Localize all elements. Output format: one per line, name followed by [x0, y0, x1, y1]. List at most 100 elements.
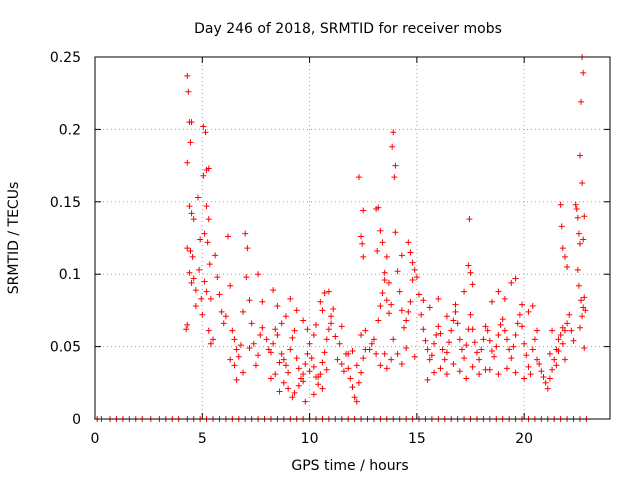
- data-point: [334, 356, 341, 363]
- data-point: [383, 253, 390, 260]
- data-point: [315, 374, 322, 381]
- data-point: [319, 359, 326, 366]
- data-point: [407, 298, 414, 305]
- data-point: [313, 321, 320, 328]
- data-point: [203, 203, 210, 210]
- data-point: [508, 355, 515, 362]
- data-point: [383, 365, 390, 372]
- data-point: [242, 230, 249, 237]
- axis-ticks: 0 5 10 15 20 0 0.05 0.1 0.15 0.2 0.25: [50, 50, 610, 447]
- data-point: [398, 252, 405, 259]
- data-point: [506, 346, 513, 353]
- data-point: [255, 352, 262, 359]
- data-point: [579, 313, 586, 320]
- data-point: [407, 249, 414, 256]
- data-point: [192, 303, 199, 310]
- data-point: [368, 340, 375, 347]
- data-points: [94, 54, 590, 422]
- data-point: [476, 356, 483, 363]
- data-point: [233, 346, 240, 353]
- data-point: [510, 343, 517, 350]
- data-point: [431, 369, 438, 376]
- data-point: [360, 253, 367, 260]
- data-point: [391, 174, 398, 181]
- data-point: [405, 308, 412, 315]
- data-point: [420, 326, 427, 333]
- data-point: [519, 323, 526, 330]
- data-point: [559, 324, 566, 331]
- data-point: [396, 288, 403, 295]
- data-point: [190, 275, 197, 282]
- data-point: [276, 359, 283, 366]
- data-point: [538, 368, 545, 375]
- data-point: [291, 389, 298, 396]
- data-point: [469, 281, 476, 288]
- y-tick-label: 0.15: [50, 195, 81, 211]
- data-point: [381, 350, 388, 357]
- data-point: [212, 252, 219, 259]
- data-point: [516, 311, 523, 318]
- data-point: [546, 350, 553, 357]
- data-point: [310, 332, 317, 339]
- data-point: [576, 240, 583, 247]
- data-point: [551, 356, 558, 363]
- data-point: [330, 305, 337, 312]
- data-point: [450, 360, 457, 367]
- data-point: [558, 223, 565, 230]
- data-point: [332, 333, 339, 340]
- data-point: [521, 375, 528, 382]
- data-point: [508, 279, 515, 286]
- plot-frame: [94, 56, 611, 420]
- data-point: [285, 369, 292, 376]
- data-point: [186, 203, 193, 210]
- data-point: [204, 239, 211, 246]
- data-point: [293, 307, 300, 314]
- data-point: [499, 316, 506, 323]
- data-point: [461, 355, 468, 362]
- data-point: [466, 216, 473, 223]
- data-point: [390, 129, 397, 136]
- data-point: [293, 355, 300, 362]
- data-point: [564, 320, 571, 327]
- data-point: [381, 269, 388, 276]
- data-point: [385, 279, 392, 286]
- data-point: [504, 365, 510, 372]
- data-point: [491, 353, 498, 360]
- data-point: [488, 347, 495, 354]
- x-tick-label: 0: [91, 431, 100, 447]
- data-point: [448, 327, 455, 334]
- data-point: [576, 324, 583, 331]
- data-point: [240, 308, 247, 315]
- data-point: [263, 336, 270, 343]
- data-point: [272, 326, 279, 333]
- data-point: [463, 342, 470, 349]
- data-point: [184, 245, 191, 252]
- data-point: [568, 327, 575, 334]
- data-point: [304, 350, 311, 357]
- data-point: [411, 353, 418, 360]
- data-point: [231, 336, 238, 343]
- data-point: [325, 288, 332, 295]
- data-point: [566, 311, 573, 318]
- data-point: [527, 371, 534, 378]
- data-point: [345, 350, 352, 357]
- data-point: [416, 291, 423, 298]
- data-point: [347, 375, 354, 382]
- data-point: [394, 268, 401, 275]
- data-point: [497, 321, 504, 328]
- data-point: [185, 88, 192, 95]
- data-point: [405, 239, 412, 246]
- data-point: [574, 214, 581, 221]
- data-point: [252, 362, 259, 369]
- data-point: [413, 274, 420, 281]
- data-point: [433, 332, 440, 339]
- data-point: [315, 381, 322, 388]
- data-point: [383, 297, 390, 304]
- data-point: [302, 360, 309, 367]
- data-point: [278, 350, 285, 357]
- data-point: [381, 276, 388, 283]
- data-point: [373, 350, 380, 357]
- data-point: [243, 274, 250, 281]
- data-point: [546, 375, 553, 382]
- data-point: [186, 119, 193, 126]
